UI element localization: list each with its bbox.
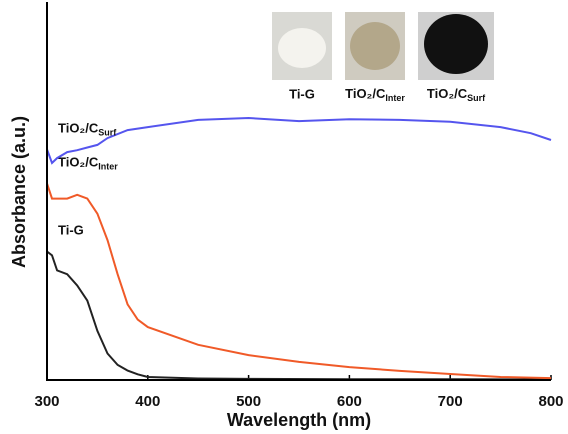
label-sub: Surf bbox=[98, 128, 117, 138]
series-line bbox=[47, 252, 551, 380]
photo-inset: Ti-G TiO₂/CInter TiO₂/CSurf bbox=[272, 12, 494, 103]
x-tick-label: 800 bbox=[538, 393, 563, 410]
x-tick-label: 400 bbox=[135, 393, 160, 410]
label-sub: Inter bbox=[385, 93, 405, 103]
x-tick-label: 500 bbox=[236, 393, 261, 410]
label-main: TiO₂/C bbox=[58, 121, 99, 136]
series-line bbox=[47, 183, 551, 378]
label-main: TiO₂/C bbox=[58, 155, 99, 170]
x-axis-label: Wavelength (nm) bbox=[227, 410, 371, 430]
series-label: TiO₂/CSurf bbox=[58, 121, 117, 138]
photo-label: TiO₂/CSurf bbox=[427, 86, 486, 103]
x-tick-label: 600 bbox=[337, 393, 362, 410]
y-axis-label: Absorbance (a.u.) bbox=[9, 116, 29, 268]
label-sub: Surf bbox=[467, 93, 486, 103]
series-label: TiO₂/CInter bbox=[58, 155, 118, 172]
photo-label: TiO₂/CInter bbox=[345, 86, 405, 103]
label-main: Ti-G bbox=[58, 223, 84, 238]
powder bbox=[278, 28, 326, 68]
label-sub: Inter bbox=[98, 162, 118, 172]
series-line bbox=[47, 118, 551, 163]
label-main: TiO₂/C bbox=[345, 86, 386, 101]
label-main: TiO₂/C bbox=[427, 86, 468, 101]
chart: Ti-G TiO₂/CInter TiO₂/CSurf Wavelength (… bbox=[0, 0, 568, 434]
x-tick-label: 700 bbox=[438, 393, 463, 410]
series-label: Ti-G bbox=[58, 223, 84, 238]
powder bbox=[424, 14, 488, 74]
photo-label: Ti-G bbox=[289, 86, 315, 101]
x-tick-label: 300 bbox=[34, 393, 59, 410]
powder bbox=[350, 22, 400, 70]
